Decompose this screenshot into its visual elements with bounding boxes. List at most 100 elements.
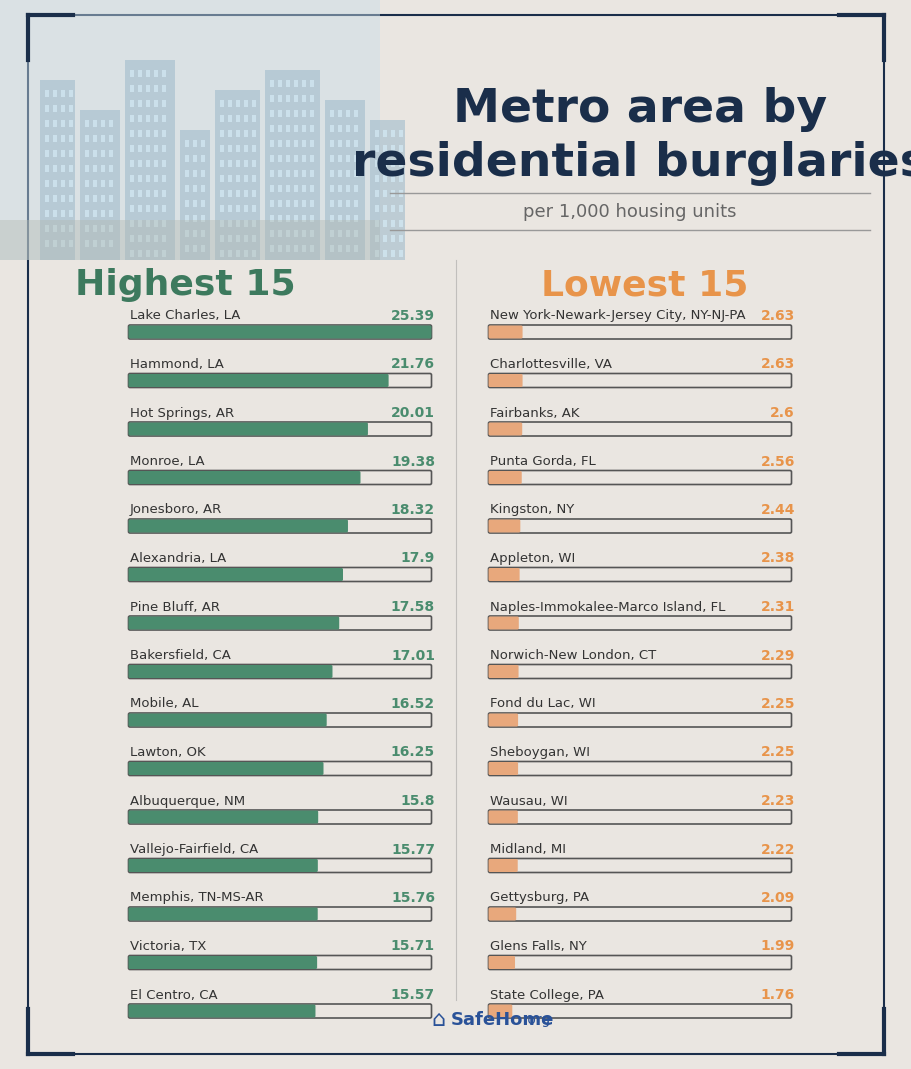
Bar bbox=[278, 110, 281, 117]
Bar bbox=[53, 165, 56, 172]
Bar bbox=[146, 205, 149, 212]
Bar bbox=[185, 185, 189, 192]
Bar bbox=[138, 86, 142, 92]
Bar bbox=[101, 180, 105, 187]
Bar bbox=[130, 100, 134, 107]
Bar bbox=[391, 160, 394, 167]
Bar bbox=[69, 105, 73, 112]
Bar bbox=[270, 80, 273, 87]
Bar bbox=[244, 130, 248, 137]
Bar bbox=[398, 130, 403, 137]
Bar bbox=[93, 165, 97, 172]
Bar bbox=[146, 69, 149, 77]
Bar bbox=[162, 130, 166, 137]
Bar bbox=[162, 190, 166, 197]
Bar bbox=[310, 215, 313, 222]
Bar bbox=[286, 125, 290, 131]
Bar bbox=[251, 235, 256, 242]
Bar bbox=[310, 155, 313, 162]
Bar bbox=[185, 215, 189, 222]
Bar bbox=[398, 205, 403, 212]
Text: Kingston, NY: Kingston, NY bbox=[489, 503, 574, 516]
Bar bbox=[310, 245, 313, 252]
Bar bbox=[353, 140, 358, 148]
Bar bbox=[109, 135, 113, 142]
Bar bbox=[236, 190, 240, 197]
FancyBboxPatch shape bbox=[488, 520, 791, 533]
Bar bbox=[146, 250, 149, 257]
Bar bbox=[330, 215, 333, 222]
Bar bbox=[45, 150, 49, 157]
Bar bbox=[270, 95, 273, 102]
Bar bbox=[330, 200, 333, 207]
Bar bbox=[374, 175, 379, 182]
Bar bbox=[45, 120, 49, 127]
Bar bbox=[228, 115, 231, 122]
FancyBboxPatch shape bbox=[488, 325, 791, 339]
Bar bbox=[236, 160, 240, 167]
FancyBboxPatch shape bbox=[488, 470, 791, 484]
Bar bbox=[251, 205, 256, 212]
Bar bbox=[251, 220, 256, 227]
Bar bbox=[146, 145, 149, 152]
Bar bbox=[345, 245, 350, 252]
Bar bbox=[310, 200, 313, 207]
Text: 17.01: 17.01 bbox=[391, 649, 435, 663]
Bar bbox=[162, 115, 166, 122]
Bar bbox=[330, 155, 333, 162]
Bar bbox=[85, 165, 89, 172]
Bar bbox=[310, 80, 313, 87]
Bar bbox=[130, 69, 134, 77]
Text: .org: .org bbox=[524, 1013, 550, 1027]
Bar bbox=[310, 140, 313, 148]
Bar bbox=[85, 120, 89, 127]
Bar bbox=[398, 160, 403, 167]
Bar bbox=[220, 205, 224, 212]
FancyBboxPatch shape bbox=[488, 568, 791, 582]
Bar bbox=[293, 245, 298, 252]
Bar bbox=[154, 69, 158, 77]
Bar bbox=[45, 224, 49, 232]
Bar bbox=[383, 175, 386, 182]
Bar bbox=[302, 95, 306, 102]
Bar bbox=[236, 250, 240, 257]
FancyBboxPatch shape bbox=[128, 617, 339, 630]
FancyBboxPatch shape bbox=[488, 761, 791, 775]
Bar bbox=[228, 175, 231, 182]
Bar bbox=[130, 160, 134, 167]
Bar bbox=[220, 145, 224, 152]
Text: Appleton, WI: Appleton, WI bbox=[489, 552, 575, 566]
Bar bbox=[374, 190, 379, 197]
Text: New York-Newark-Jersey City, NY-NJ-PA: New York-Newark-Jersey City, NY-NJ-PA bbox=[489, 310, 745, 323]
Bar bbox=[228, 205, 231, 212]
Bar bbox=[270, 200, 273, 207]
Bar bbox=[310, 125, 313, 131]
Text: 2.38: 2.38 bbox=[760, 552, 794, 566]
Bar bbox=[244, 235, 248, 242]
Bar bbox=[101, 135, 105, 142]
Bar bbox=[85, 135, 89, 142]
FancyBboxPatch shape bbox=[488, 810, 791, 824]
Bar bbox=[265, 69, 320, 260]
Bar bbox=[345, 230, 350, 237]
Bar bbox=[162, 205, 166, 212]
Bar bbox=[179, 130, 210, 260]
Bar bbox=[286, 230, 290, 237]
FancyBboxPatch shape bbox=[128, 325, 431, 339]
Text: 15.57: 15.57 bbox=[391, 988, 435, 1002]
Bar bbox=[85, 210, 89, 217]
FancyBboxPatch shape bbox=[488, 1005, 512, 1018]
Text: 2.22: 2.22 bbox=[760, 842, 794, 856]
Bar bbox=[162, 250, 166, 257]
FancyBboxPatch shape bbox=[488, 665, 791, 679]
Bar bbox=[61, 210, 65, 217]
Bar bbox=[236, 130, 240, 137]
Bar bbox=[278, 95, 281, 102]
Text: 16.25: 16.25 bbox=[391, 745, 435, 759]
Bar bbox=[330, 230, 333, 237]
FancyBboxPatch shape bbox=[128, 374, 388, 387]
Bar bbox=[93, 241, 97, 247]
Bar bbox=[101, 195, 105, 202]
Bar bbox=[302, 80, 306, 87]
Bar bbox=[270, 170, 273, 177]
